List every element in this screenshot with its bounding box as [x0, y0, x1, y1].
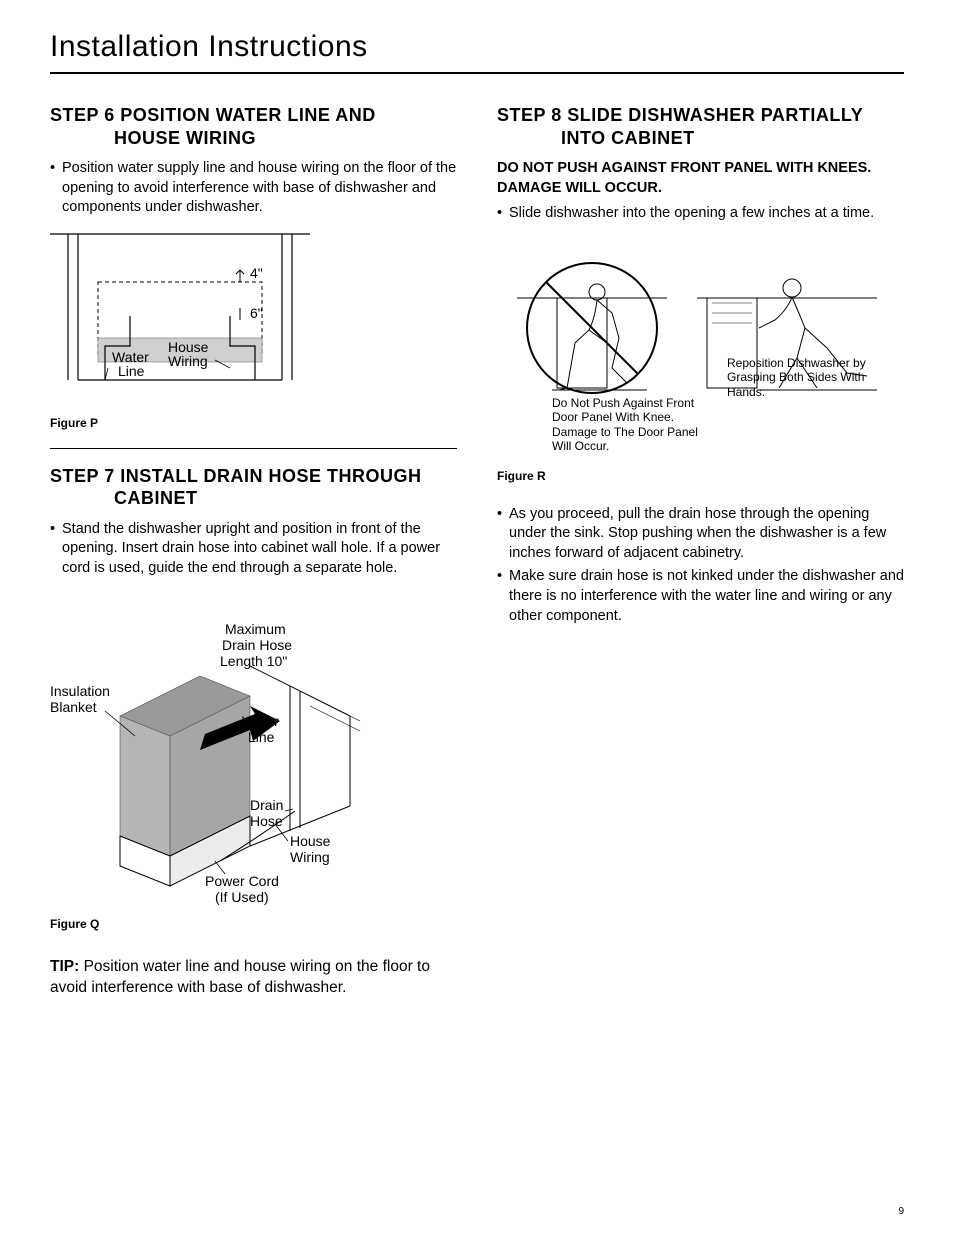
- step7-heading-line1: STEP 7 INSTALL DRAIN HOSE THROUGH: [50, 466, 422, 486]
- step8-heading: STEP 8 SLIDE DISHWASHER PARTIALLY INTO C…: [497, 104, 904, 149]
- page-number: 9: [898, 1206, 904, 1217]
- step8-warning: DO NOT PUSH AGAINST FRONT PANEL WITH KNE…: [497, 159, 904, 198]
- figure-r-svg: Do Not Push Against Front Door Panel Wit…: [497, 248, 897, 458]
- step6-heading-line1: STEP 6 POSITION WATER LINE AND: [50, 105, 376, 125]
- label-house-wiring-q: HouseWiring: [290, 833, 331, 865]
- label-reposition: Reposition Dishwasher by Grasping Both S…: [727, 356, 887, 399]
- label-4in: 4": [250, 265, 263, 281]
- right-column: STEP 8 SLIDE DISHWASHER PARTIALLY INTO C…: [497, 104, 904, 999]
- label-max-drain-hose: MaximumDrain HoseLength 10": [220, 621, 292, 669]
- label-power-cord: Power Cord(If Used): [205, 873, 279, 905]
- step8-heading-line1: STEP 8 SLIDE DISHWASHER PARTIALLY: [497, 105, 863, 125]
- label-6in: 6": [250, 305, 263, 321]
- page-title: Installation Instructions: [50, 30, 904, 74]
- label-insulation-blanket: InsulationBlanket: [50, 683, 110, 715]
- left-column: STEP 6 POSITION WATER LINE AND HOUSE WIR…: [50, 104, 457, 999]
- figure-p-label: Figure P: [50, 416, 457, 430]
- tip-label: TIP:: [50, 958, 79, 975]
- list-item: Stand the dishwasher upright and positio…: [50, 520, 457, 579]
- list-item: As you proceed, pull the drain hose thro…: [497, 505, 904, 564]
- section-divider: [50, 448, 457, 449]
- figure-q-svg: InsulationBlanket MaximumDrain HoseLengt…: [50, 606, 380, 906]
- step8-bullets-a: Slide dishwasher into the opening a few …: [497, 204, 904, 224]
- label-water-line-q: WaterLine: [242, 713, 279, 745]
- step6-bullets: Position water supply line and house wir…: [50, 159, 457, 218]
- warning-text: DO NOT PUSH AGAINST FRONT PANEL WITH KNE…: [497, 160, 871, 196]
- content-columns: STEP 6 POSITION WATER LINE AND HOUSE WIR…: [50, 104, 904, 999]
- list-item: Slide dishwasher into the opening a few …: [497, 204, 904, 224]
- step7-bullets: Stand the dishwasher upright and positio…: [50, 520, 457, 579]
- figure-r-diagram: Do Not Push Against Front Door Panel Wit…: [497, 248, 904, 483]
- step6-heading: STEP 6 POSITION WATER LINE AND HOUSE WIR…: [50, 104, 457, 149]
- figure-p-svg: 4" 6" WaterLine HouseWiring: [50, 230, 310, 405]
- label-drain-hose: DrainHose: [250, 797, 283, 829]
- label-house-wiring: HouseWiring: [168, 339, 209, 369]
- step7-tip: TIP: Position water line and house wirin…: [50, 957, 457, 999]
- step8-bullets-b: As you proceed, pull the drain hose thro…: [497, 505, 904, 626]
- figure-p-diagram: 4" 6" WaterLine HouseWiring Figure P: [50, 230, 457, 430]
- list-item: Position water supply line and house wir…: [50, 159, 457, 218]
- step6-heading-line2: HOUSE WIRING: [50, 127, 457, 150]
- step8-heading-line2: INTO CABINET: [497, 127, 904, 150]
- label-water-line: WaterLine: [112, 349, 149, 379]
- figure-r-label: Figure R: [497, 469, 904, 483]
- figure-q-diagram: InsulationBlanket MaximumDrain HoseLengt…: [50, 606, 457, 931]
- label-do-not-push: Do Not Push Against Front Door Panel Wit…: [552, 396, 702, 454]
- warning-period: .: [658, 180, 662, 196]
- figure-q-label: Figure Q: [50, 917, 457, 931]
- list-item: Make sure drain hose is not kinked under…: [497, 567, 904, 626]
- tip-body: Position water line and house wiring on …: [50, 958, 430, 996]
- step7-heading: STEP 7 INSTALL DRAIN HOSE THROUGH CABINE…: [50, 465, 457, 510]
- step7-heading-line2: CABINET: [50, 487, 457, 510]
